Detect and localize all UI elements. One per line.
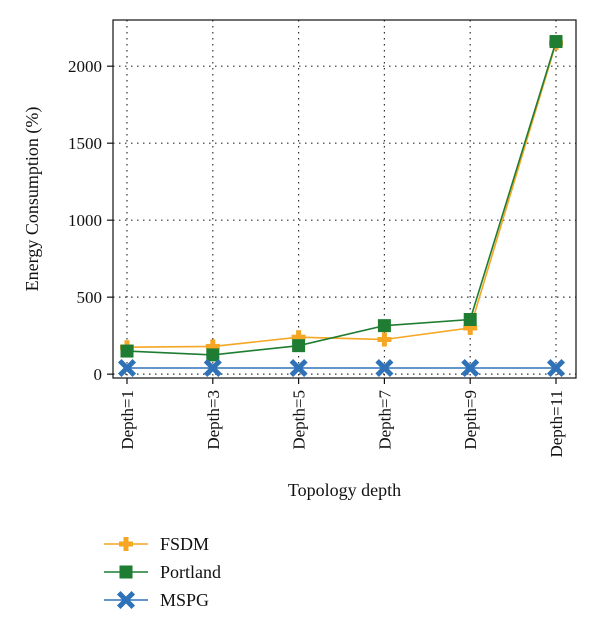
legend-label: FSDM [160, 534, 209, 554]
legend-item-mspg: MSPG [104, 590, 209, 610]
data-point-mspg [289, 358, 308, 378]
data-point-mspg [461, 358, 480, 378]
legend: FSDM Portland MSPG [104, 534, 221, 610]
data-point-portland [463, 312, 477, 326]
data-point-portland [292, 339, 306, 353]
x-axis-ticks: Depth=1 Depth=3 Depth=5 Depth=7 Depth=9 Depth… [118, 378, 566, 458]
legend-label: MSPG [160, 590, 209, 610]
data-point-portland [549, 35, 563, 49]
data-point-portland [377, 319, 391, 333]
y-tick-label: 1000 [68, 211, 102, 230]
data-point-fsdm [205, 339, 220, 354]
x-tick-label: Depth=5 [290, 390, 309, 450]
y-tick-label: 1500 [68, 134, 102, 153]
data-point-portland [206, 348, 220, 362]
legend-marker [119, 565, 133, 579]
x-tick-label: Depth=7 [375, 390, 394, 450]
data-point-mspg [546, 358, 566, 378]
plot-frame [112, 19, 577, 379]
y-tick-label: 2000 [68, 57, 102, 76]
grid [113, 20, 576, 378]
x-tick-label: Depth=3 [204, 390, 223, 450]
data-point-mspg [117, 358, 137, 378]
x-tick-label: Depth=11 [547, 390, 566, 458]
data-point-portland [120, 344, 134, 358]
legend-item-fsdm: FSDM [104, 534, 209, 554]
x-axis-label: Topology depth [288, 480, 401, 500]
data-point-fsdm [463, 320, 478, 335]
series-lines [117, 35, 566, 378]
y-tick-label: 500 [77, 288, 103, 307]
legend-marker [116, 590, 136, 610]
y-tick-label: 0 [94, 365, 103, 384]
data-point-fsdm [291, 330, 306, 345]
x-tick-label: Depth=9 [461, 390, 480, 450]
y-axis-label: Energy Consumption (%) [22, 107, 43, 292]
y-axis-ticks: 0 500 1000 1500 2000 [68, 57, 113, 384]
series-line-fsdm [126, 42, 557, 349]
series-line-portland [126, 41, 557, 356]
x-tick-label: Depth=1 [118, 390, 137, 450]
data-point-mspg [203, 358, 222, 378]
legend-label: Portland [160, 562, 221, 582]
data-point-mspg [375, 358, 394, 378]
data-point-fsdm [377, 332, 392, 347]
legend-item-portland: Portland [104, 562, 221, 582]
legend-marker [119, 537, 133, 551]
